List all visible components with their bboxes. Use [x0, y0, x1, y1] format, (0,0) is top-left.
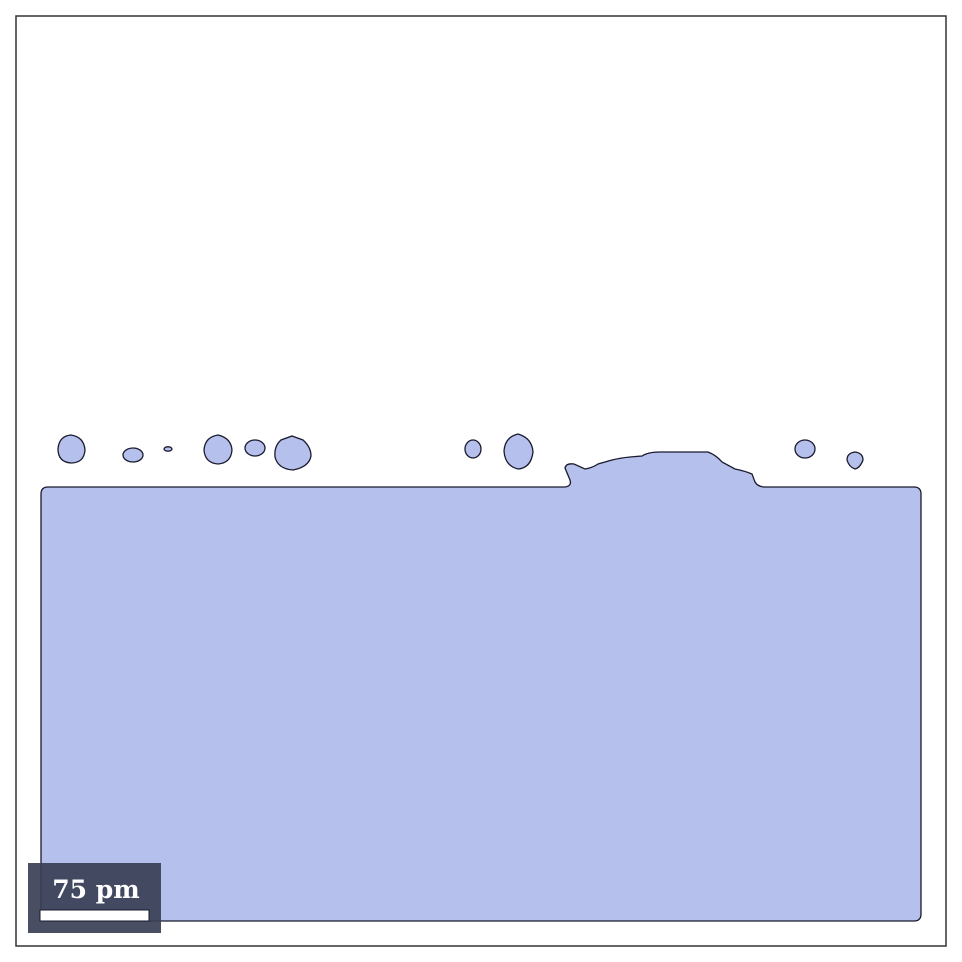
- droplet: [794, 439, 816, 459]
- scale-bar-line: [39, 909, 150, 922]
- droplet: [163, 446, 173, 452]
- droplet: [244, 439, 266, 457]
- droplet: [274, 435, 312, 471]
- scale-bar: 75 pm: [28, 863, 161, 933]
- droplet: [464, 439, 482, 459]
- scale-bar-label: 75 pm: [52, 875, 139, 904]
- droplet: [846, 451, 864, 470]
- droplet: [503, 433, 534, 470]
- droplet: [122, 447, 144, 463]
- liquid-body: [40, 451, 922, 922]
- droplets: [57, 433, 864, 471]
- droplet: [203, 434, 233, 465]
- droplet: [57, 434, 86, 464]
